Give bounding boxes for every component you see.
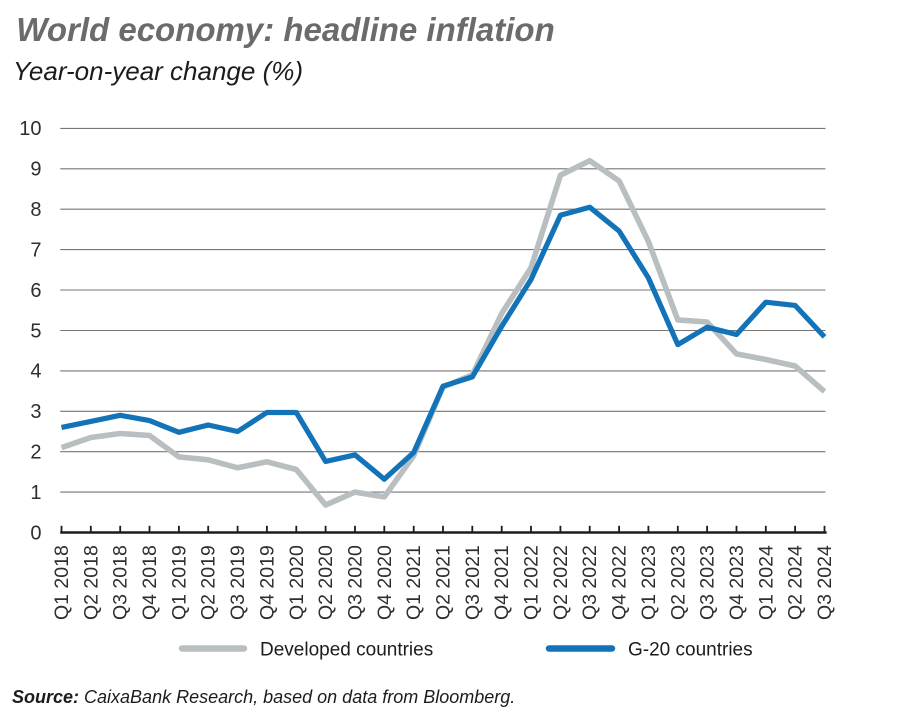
svg-text:Q2 2020: Q2 2020 — [315, 545, 337, 620]
svg-text:G-20 countries: G-20 countries — [628, 640, 753, 661]
svg-text:Q3 2020: Q3 2020 — [345, 545, 367, 620]
svg-text:9: 9 — [30, 159, 41, 181]
svg-text:Year-on-year change (%): Year-on-year change (%) — [13, 56, 303, 86]
svg-text:8: 8 — [30, 199, 41, 221]
svg-text:Q3 2021: Q3 2021 — [462, 545, 484, 620]
svg-text:4: 4 — [30, 361, 41, 383]
svg-text:6: 6 — [30, 280, 41, 302]
svg-text:Q3 2024: Q3 2024 — [814, 545, 836, 620]
svg-text:World economy: headline inflat: World economy: headline inflation — [16, 11, 554, 48]
svg-text:Q2 2018: Q2 2018 — [80, 545, 102, 620]
svg-text:Q1 2019: Q1 2019 — [168, 545, 190, 620]
svg-text:Q1 2018: Q1 2018 — [51, 545, 73, 620]
svg-text:5: 5 — [30, 320, 41, 342]
svg-text:2: 2 — [30, 442, 41, 464]
svg-text:1: 1 — [30, 482, 41, 504]
svg-text:Source: CaixaBank Research, ba: Source: CaixaBank Research, based on dat… — [12, 687, 515, 707]
svg-text:Q4 2022: Q4 2022 — [609, 545, 631, 620]
svg-text:Q1 2020: Q1 2020 — [286, 545, 308, 620]
svg-text:Q3 2019: Q3 2019 — [227, 545, 249, 620]
svg-text:Q1 2024: Q1 2024 — [755, 545, 777, 620]
svg-text:Q1 2022: Q1 2022 — [521, 545, 543, 620]
svg-text:Q2 2023: Q2 2023 — [667, 545, 689, 620]
svg-text:Q2 2019: Q2 2019 — [198, 545, 220, 620]
svg-text:Q2 2021: Q2 2021 — [433, 545, 455, 620]
svg-text:Q1 2023: Q1 2023 — [638, 545, 660, 620]
svg-text:Q4 2018: Q4 2018 — [139, 545, 161, 620]
svg-text:Q4 2019: Q4 2019 — [256, 545, 278, 620]
svg-text:3: 3 — [30, 401, 41, 423]
svg-text:Q2 2024: Q2 2024 — [785, 545, 807, 620]
svg-text:Developed countries: Developed countries — [260, 640, 433, 661]
svg-text:Q1 2021: Q1 2021 — [403, 545, 425, 620]
svg-text:Q4 2020: Q4 2020 — [374, 545, 396, 620]
svg-text:Q2 2022: Q2 2022 — [550, 545, 572, 620]
svg-text:Q4 2023: Q4 2023 — [726, 545, 748, 620]
svg-text:Q3 2018: Q3 2018 — [110, 545, 132, 620]
svg-text:10: 10 — [19, 118, 41, 140]
svg-text:Q4 2021: Q4 2021 — [491, 545, 513, 620]
svg-text:0: 0 — [30, 522, 41, 544]
svg-text:Q3 2023: Q3 2023 — [697, 545, 719, 620]
svg-text:7: 7 — [30, 239, 41, 261]
svg-text:Q3 2022: Q3 2022 — [579, 545, 601, 620]
